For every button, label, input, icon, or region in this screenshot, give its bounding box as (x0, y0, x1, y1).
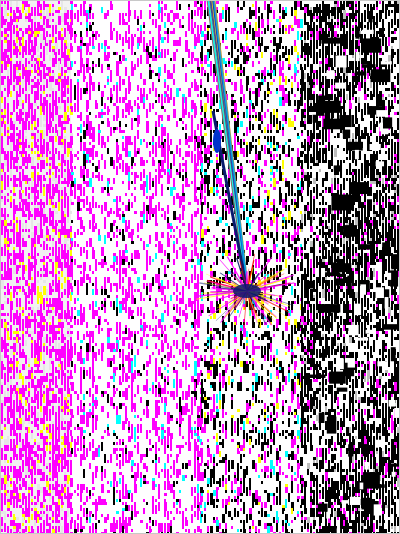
vertical-streak (206, 1, 249, 292)
starburst (196, 253, 295, 329)
